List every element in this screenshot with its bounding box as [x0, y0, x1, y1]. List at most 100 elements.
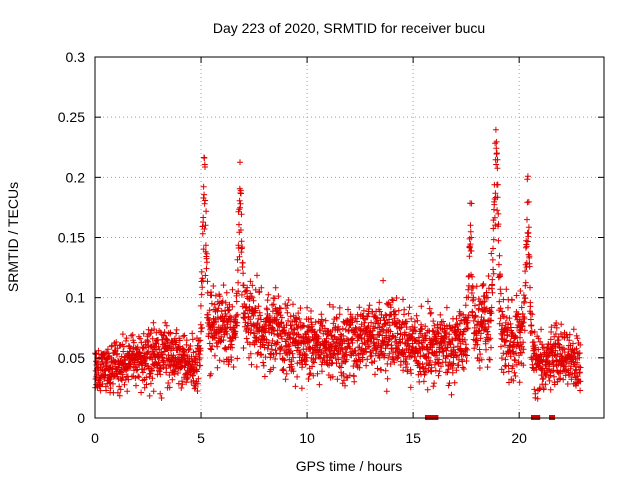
data-point [523, 259, 530, 266]
data-point [345, 306, 351, 313]
data-point [480, 281, 487, 287]
data-point [204, 278, 211, 285]
data-point [295, 310, 302, 317]
data-point [210, 283, 217, 289]
data-point [288, 358, 295, 365]
data-point [429, 327, 436, 334]
data-point [261, 373, 268, 380]
data-point [492, 222, 499, 229]
data-point [383, 312, 390, 319]
data-point [173, 330, 180, 337]
data-point [272, 284, 279, 291]
data-point [378, 367, 385, 373]
data-point [494, 207, 501, 214]
data-point [336, 304, 343, 311]
data-point [500, 350, 507, 357]
data-point [512, 332, 519, 339]
data-point [114, 350, 121, 357]
data-point [107, 385, 114, 392]
data-point [203, 265, 210, 272]
data-point [564, 381, 571, 387]
data-point [335, 323, 342, 330]
data-point [292, 383, 299, 390]
data-point [393, 295, 400, 301]
data-point [271, 330, 278, 337]
data-point [242, 319, 249, 326]
x-tick-label: 20 [511, 430, 527, 446]
data-point [553, 320, 560, 326]
data-point [534, 395, 541, 402]
data-point [198, 291, 205, 298]
data-point [551, 352, 558, 358]
data-point [381, 317, 388, 324]
data-point [464, 346, 471, 353]
data-point [218, 308, 225, 315]
data-point [138, 339, 145, 346]
data-point [283, 305, 290, 312]
y-tick-label: 0.1 [66, 290, 86, 306]
data-point [366, 343, 373, 350]
data-point [490, 236, 497, 243]
data-point [460, 366, 467, 372]
data-point [443, 347, 450, 354]
data-point [271, 295, 278, 302]
data-point [489, 256, 496, 263]
data-point [276, 304, 283, 311]
data-point [103, 349, 110, 356]
data-point [291, 326, 298, 333]
data-point [368, 319, 375, 326]
y-tick-label: 0.25 [58, 109, 85, 125]
data-point [208, 300, 215, 307]
data-point [487, 335, 494, 342]
y-tick-label: 0.3 [66, 49, 86, 65]
data-point [493, 138, 500, 145]
data-point [520, 362, 527, 369]
data-point [495, 237, 502, 244]
data-point [484, 364, 491, 371]
data-point [495, 221, 502, 228]
data-point [391, 359, 398, 366]
data-point [270, 301, 277, 308]
data-point [538, 326, 545, 333]
data-point [150, 388, 157, 395]
data-point [511, 369, 518, 376]
data-point [361, 319, 368, 326]
data-point [551, 381, 558, 388]
data-point [415, 350, 422, 357]
data-point [141, 384, 148, 391]
data-point [165, 339, 171, 346]
data-point [465, 312, 472, 318]
data-point [490, 225, 497, 232]
x-tick-label: 10 [299, 430, 315, 446]
data-point [202, 164, 208, 170]
data-point [483, 346, 489, 353]
data-point [373, 346, 380, 353]
data-point [236, 253, 243, 260]
data-point [431, 380, 438, 387]
data-point [185, 347, 192, 353]
data-point [495, 210, 502, 217]
data-point [156, 346, 163, 353]
data-point [240, 345, 247, 351]
data-point [239, 244, 246, 251]
data-point [229, 344, 236, 351]
data-point [502, 338, 509, 345]
data-point [274, 327, 281, 334]
data-point [196, 355, 203, 361]
data-point [201, 191, 208, 198]
data-point [125, 376, 132, 383]
data-point [184, 375, 191, 382]
data-point [507, 338, 514, 345]
data-point [347, 345, 354, 352]
data-point [488, 310, 495, 317]
data-point [278, 333, 284, 340]
data-point [343, 356, 350, 363]
data-point [244, 284, 251, 291]
data-point [143, 381, 150, 388]
data-point [318, 316, 325, 323]
data-point [465, 325, 471, 332]
data-point [289, 350, 296, 357]
data-point [502, 356, 509, 363]
data-point [147, 380, 154, 387]
data-point [164, 336, 171, 343]
